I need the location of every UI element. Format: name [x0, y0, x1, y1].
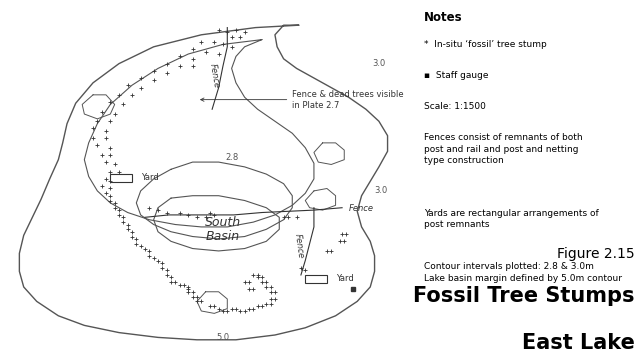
Bar	[110, 174, 132, 182]
Text: Contour intervals plotted: 2.8 & 3.0m
Lake basin margin defined by 5.0m contour: Contour intervals plotted: 2.8 & 3.0m La…	[424, 262, 622, 283]
Text: Fences consist of remnants of both
post and rail and post and netting
type const: Fences consist of remnants of both post …	[424, 133, 583, 165]
Text: 3.0: 3.0	[373, 59, 385, 68]
Text: 3.0: 3.0	[375, 186, 388, 195]
Text: Yard: Yard	[336, 274, 353, 283]
Text: Basin: Basin	[206, 230, 240, 243]
Text: Fence: Fence	[293, 233, 305, 259]
Text: Scale: 1:1500: Scale: 1:1500	[424, 102, 486, 111]
Text: Fence: Fence	[348, 204, 374, 213]
Text: South: South	[205, 216, 241, 229]
Text: Yards are rectangular arrangements of
post remnants: Yards are rectangular arrangements of po…	[424, 209, 599, 229]
Text: Fence & dead trees visible
in Plate 2.7: Fence & dead trees visible in Plate 2.7	[201, 90, 404, 110]
Text: 5.0: 5.0	[216, 333, 230, 342]
Text: 2.8: 2.8	[225, 153, 238, 162]
Text: Notes: Notes	[424, 11, 463, 24]
Text: *  In-situ ‘fossil’ tree stump: * In-situ ‘fossil’ tree stump	[424, 40, 547, 49]
Text: Fence: Fence	[208, 62, 221, 89]
Text: ▪  Staff gauge: ▪ Staff gauge	[424, 71, 489, 80]
Text: Yard: Yard	[140, 173, 158, 182]
Text: Figure 2.15: Figure 2.15	[557, 247, 635, 261]
Text: Fossil Tree Stumps: Fossil Tree Stumps	[413, 286, 635, 306]
Bar	[305, 275, 327, 283]
Text: East Lake: East Lake	[522, 333, 635, 353]
